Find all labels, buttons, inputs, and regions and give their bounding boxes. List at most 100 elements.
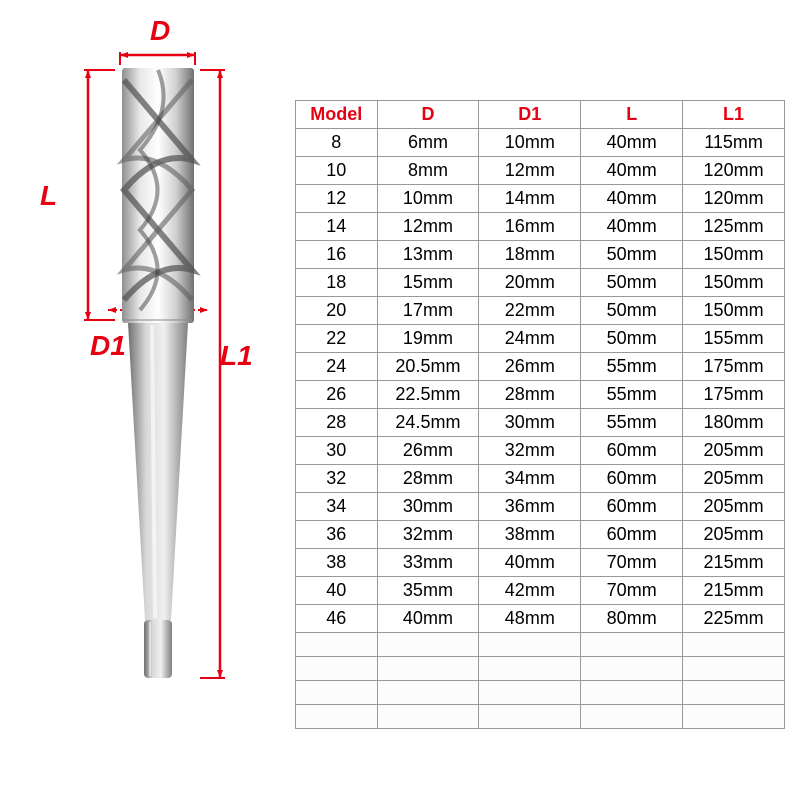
table-row: 1412mm16mm40mm125mm — [296, 213, 785, 241]
table-cell: 28mm — [377, 465, 479, 493]
table-row: 3430mm36mm60mm205mm — [296, 493, 785, 521]
header-model: Model — [296, 101, 378, 129]
table-cell: 175mm — [683, 353, 785, 381]
table-cell: 175mm — [683, 381, 785, 409]
table-row: 2017mm22mm50mm150mm — [296, 297, 785, 325]
table-cell: 33mm — [377, 549, 479, 577]
table-empty-row — [296, 657, 785, 681]
table-cell: 26 — [296, 381, 378, 409]
table-empty-cell — [581, 633, 683, 657]
table-cell: 42mm — [479, 577, 581, 605]
table-cell: 180mm — [683, 409, 785, 437]
table-cell: 205mm — [683, 465, 785, 493]
table-cell: 20mm — [479, 269, 581, 297]
table-cell: 8mm — [377, 157, 479, 185]
table-cell: 18mm — [479, 241, 581, 269]
table-empty-cell — [377, 705, 479, 729]
table-row: 1613mm18mm50mm150mm — [296, 241, 785, 269]
table-cell: 30mm — [479, 409, 581, 437]
table-empty-cell — [296, 633, 378, 657]
table-cell: 36mm — [479, 493, 581, 521]
table-cell: 150mm — [683, 297, 785, 325]
table-cell: 115mm — [683, 129, 785, 157]
table-cell: 35mm — [377, 577, 479, 605]
table-cell: 32mm — [377, 521, 479, 549]
table-cell: 34 — [296, 493, 378, 521]
table-empty-cell — [479, 681, 581, 705]
table-cell: 50mm — [581, 241, 683, 269]
table-cell: 16mm — [479, 213, 581, 241]
table-cell: 215mm — [683, 549, 785, 577]
table-body: 86mm10mm40mm115mm108mm12mm40mm120mm1210m… — [296, 129, 785, 729]
table-row: 2219mm24mm50mm155mm — [296, 325, 785, 353]
table-cell: 55mm — [581, 409, 683, 437]
diagram-area: D L D1 L1 — [20, 10, 280, 710]
table-cell: 55mm — [581, 381, 683, 409]
table-cell: 120mm — [683, 185, 785, 213]
table-cell: 155mm — [683, 325, 785, 353]
header-d1: D1 — [479, 101, 581, 129]
table-empty-cell — [683, 681, 785, 705]
table-cell: 8 — [296, 129, 378, 157]
table-cell: 205mm — [683, 493, 785, 521]
table-cell: 70mm — [581, 549, 683, 577]
table-cell: 18 — [296, 269, 378, 297]
table-empty-cell — [296, 681, 378, 705]
table-cell: 10mm — [479, 129, 581, 157]
table-cell: 10mm — [377, 185, 479, 213]
table-cell: 12mm — [377, 213, 479, 241]
table-cell: 28 — [296, 409, 378, 437]
table-cell: 150mm — [683, 269, 785, 297]
table-cell: 30mm — [377, 493, 479, 521]
table-cell: 14 — [296, 213, 378, 241]
table-cell: 16 — [296, 241, 378, 269]
table-cell: 22 — [296, 325, 378, 353]
table-cell: 15mm — [377, 269, 479, 297]
table-cell: 20 — [296, 297, 378, 325]
table-cell: 26mm — [377, 437, 479, 465]
table-cell: 30 — [296, 437, 378, 465]
table-row: 3026mm32mm60mm205mm — [296, 437, 785, 465]
table-cell: 38mm — [479, 521, 581, 549]
table-cell: 19mm — [377, 325, 479, 353]
table-row: 4035mm42mm70mm215mm — [296, 577, 785, 605]
table-empty-cell — [683, 657, 785, 681]
table-cell: 60mm — [581, 493, 683, 521]
table-cell: 13mm — [377, 241, 479, 269]
table-row: 2824.5mm30mm55mm180mm — [296, 409, 785, 437]
table-cell: 48mm — [479, 605, 581, 633]
table-empty-cell — [377, 633, 479, 657]
table-cell: 225mm — [683, 605, 785, 633]
table-cell: 40mm — [581, 213, 683, 241]
table-cell: 34mm — [479, 465, 581, 493]
table-empty-row — [296, 705, 785, 729]
table-empty-cell — [683, 705, 785, 729]
table-cell: 12 — [296, 185, 378, 213]
table-cell: 24mm — [479, 325, 581, 353]
table-row: 1815mm20mm50mm150mm — [296, 269, 785, 297]
table-row: 4640mm48mm80mm225mm — [296, 605, 785, 633]
table-cell: 6mm — [377, 129, 479, 157]
table-cell: 28mm — [479, 381, 581, 409]
table-cell: 60mm — [581, 437, 683, 465]
table-empty-cell — [479, 705, 581, 729]
table-cell: 40mm — [581, 129, 683, 157]
table-cell: 150mm — [683, 241, 785, 269]
table-cell: 17mm — [377, 297, 479, 325]
table-empty-cell — [581, 705, 683, 729]
table-cell: 205mm — [683, 437, 785, 465]
table-cell: 32mm — [479, 437, 581, 465]
table-empty-cell — [479, 657, 581, 681]
table-cell: 10 — [296, 157, 378, 185]
table-cell: 32 — [296, 465, 378, 493]
table-empty-row — [296, 633, 785, 657]
table-row: 3833mm40mm70mm215mm — [296, 549, 785, 577]
table-row: 108mm12mm40mm120mm — [296, 157, 785, 185]
table-cell: 55mm — [581, 353, 683, 381]
table-cell: 50mm — [581, 325, 683, 353]
table-row: 3632mm38mm60mm205mm — [296, 521, 785, 549]
table-cell: 14mm — [479, 185, 581, 213]
table-cell: 40mm — [377, 605, 479, 633]
table-cell: 125mm — [683, 213, 785, 241]
table-cell: 46 — [296, 605, 378, 633]
